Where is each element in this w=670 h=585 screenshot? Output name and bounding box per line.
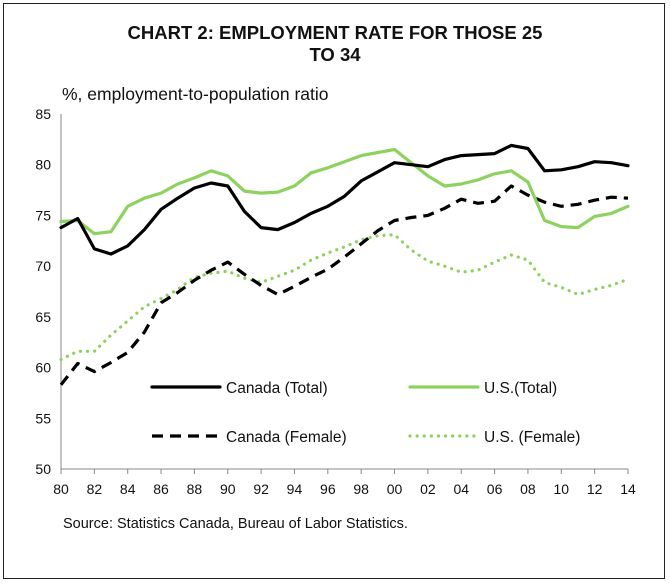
series-line-u-s-female bbox=[59, 233, 630, 362]
x-tick-label: 06 bbox=[487, 481, 503, 497]
x-tick-label: 08 bbox=[520, 481, 536, 497]
x-tick-label: 12 bbox=[587, 481, 603, 497]
series-group bbox=[59, 143, 630, 386]
y-tick-label: 85 bbox=[35, 106, 51, 122]
x-tick-label: 96 bbox=[320, 481, 336, 497]
x-tick-label: 92 bbox=[253, 481, 269, 497]
legend-label: U.S. (Female) bbox=[484, 429, 580, 446]
x-tick-label: 02 bbox=[420, 481, 436, 497]
y-axis-label: %, employment-to-population ratio bbox=[62, 84, 329, 104]
legend-label: Canada (Female) bbox=[226, 429, 347, 446]
x-tick-label: 10 bbox=[554, 481, 570, 497]
x-tick-label: 82 bbox=[87, 481, 103, 497]
chart-frame bbox=[3, 3, 665, 579]
y-tick-label: 55 bbox=[35, 410, 51, 426]
y-tick-label: 75 bbox=[35, 207, 51, 223]
y-tick-label: 80 bbox=[35, 157, 51, 173]
x-tick-label: 14 bbox=[620, 481, 636, 497]
x-tick-label: 98 bbox=[353, 481, 369, 497]
x-tick-label: 94 bbox=[287, 481, 303, 497]
source-note: Source: Statistics Canada, Bureau of Lab… bbox=[63, 516, 408, 532]
legend-label: U.S.(Total) bbox=[484, 380, 557, 397]
x-tick-label: 86 bbox=[153, 481, 169, 497]
x-tick-label: 88 bbox=[187, 481, 203, 497]
x-tick-label: 04 bbox=[453, 481, 469, 497]
axes: 50 55 60 65 70 75 80 85 80 82 84 86 88 90 92 94 96 98 00 02… bbox=[35, 106, 636, 497]
legend: Canada (Total) U.S.(Total) Canada (Female)… bbox=[150, 380, 580, 446]
x-tick-label: 84 bbox=[120, 481, 136, 497]
chart-title-line-1: CHART 2: EMPLOYMENT RATE FOR THOSE 25 bbox=[127, 22, 543, 43]
y-tick-label: 70 bbox=[35, 258, 51, 274]
y-tick-label: 60 bbox=[35, 360, 51, 376]
series-line-canada-female bbox=[59, 184, 629, 386]
x-tick-label: 80 bbox=[53, 481, 69, 497]
y-tick-label: 65 bbox=[35, 309, 51, 325]
x-tick-label: 90 bbox=[220, 481, 236, 497]
chart-title: CHART 2: EMPLOYMENT RATE FOR THOSE 25 TO… bbox=[40, 22, 630, 66]
series-line-u-s-total bbox=[59, 147, 630, 236]
x-tick-label: 00 bbox=[387, 481, 403, 497]
y-tick-label: 50 bbox=[35, 461, 51, 477]
series-line-canada-total bbox=[59, 143, 630, 256]
legend-label: Canada (Total) bbox=[226, 380, 328, 397]
chart-title-line-2: TO 34 bbox=[309, 44, 361, 65]
